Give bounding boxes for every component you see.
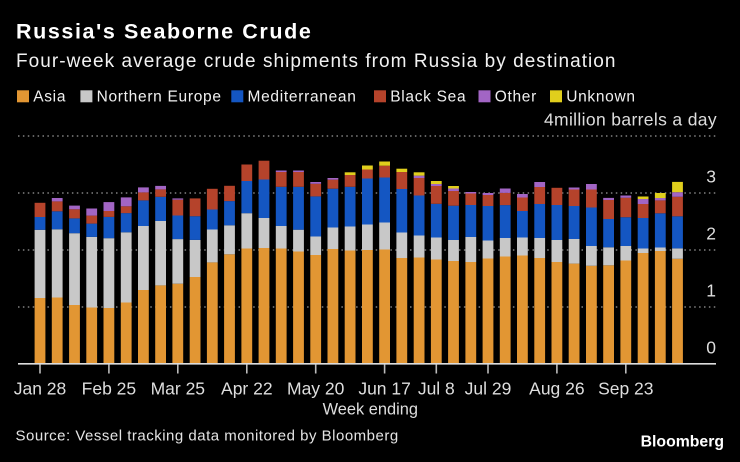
svg-text:Apr 22: Apr 22 (221, 379, 273, 399)
svg-text:Sep 23: Sep 23 (598, 379, 653, 399)
svg-text:Asia: Asia (33, 88, 66, 105)
svg-text:Black Sea: Black Sea (390, 88, 466, 105)
svg-text:Northern Europe: Northern Europe (97, 88, 222, 105)
svg-text:Russia's Seaborne Crude: Russia's Seaborne Crude (16, 20, 312, 44)
svg-text:Jan 28: Jan 28 (14, 379, 67, 399)
svg-text:Jul 29: Jul 29 (465, 379, 512, 399)
svg-text:Other: Other (495, 88, 537, 105)
svg-text:Week ending: Week ending (323, 401, 418, 419)
svg-text:Unknown: Unknown (566, 88, 636, 105)
svg-text:3: 3 (706, 167, 716, 187)
svg-text:Jul 8: Jul 8 (418, 379, 455, 399)
svg-text:Feb 25: Feb 25 (82, 379, 136, 399)
svg-text:Aug 26: Aug 26 (529, 379, 584, 399)
svg-text:Mediterranean: Mediterranean (248, 88, 357, 105)
svg-text:Four-week average crude shipme: Four-week average crude shipments from R… (16, 51, 617, 72)
svg-text:0: 0 (706, 338, 716, 358)
svg-text:Bloomberg: Bloomberg (641, 434, 724, 451)
svg-text:Source: Vessel tracking data m: Source: Vessel tracking data monitored b… (16, 428, 399, 445)
svg-text:Jun 17: Jun 17 (358, 379, 411, 399)
svg-text:4million barrels a day: 4million barrels a day (544, 109, 717, 129)
svg-text:2: 2 (706, 224, 716, 244)
svg-text:May 20: May 20 (287, 379, 345, 399)
svg-text:1: 1 (706, 281, 716, 301)
svg-text:Mar 25: Mar 25 (151, 379, 205, 399)
